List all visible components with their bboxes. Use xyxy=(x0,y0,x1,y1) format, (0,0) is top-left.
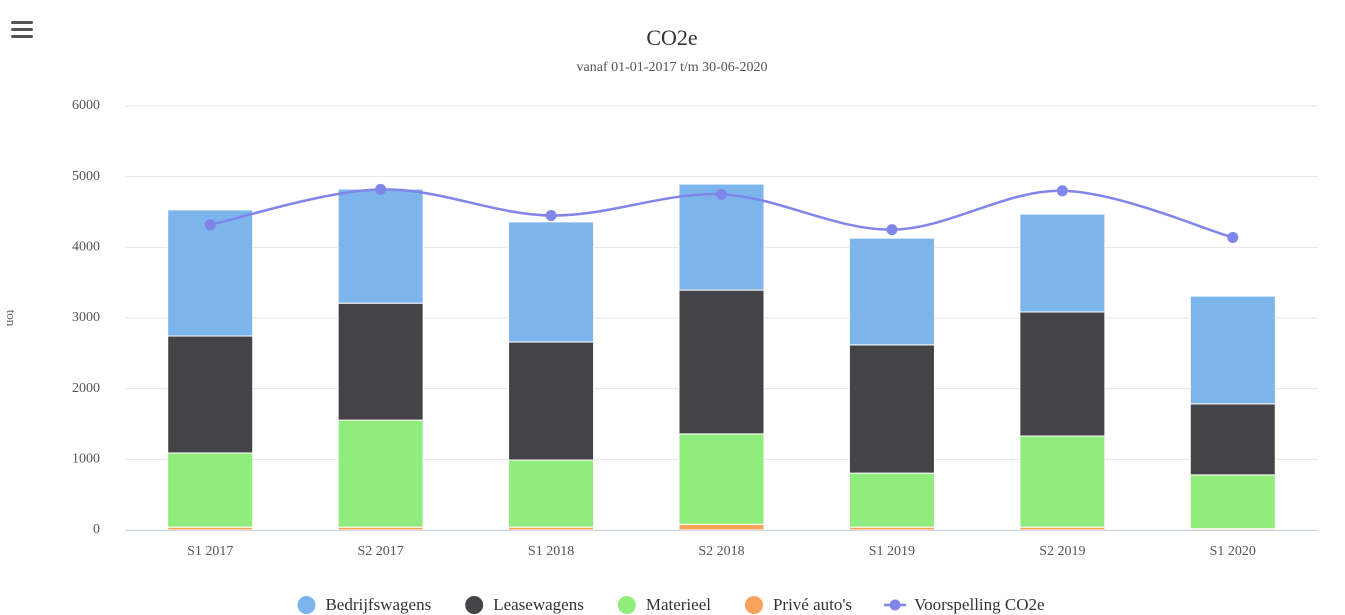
legend-symbol xyxy=(889,599,901,611)
y-tick-label: 3000 xyxy=(72,310,100,325)
bar-segment xyxy=(1189,403,1276,476)
bar-segment xyxy=(167,209,254,337)
legend-label[interactable]: Bedrijfswagens xyxy=(325,595,431,614)
x-tick-label: S2 2017 xyxy=(357,544,403,559)
y-axis-label: ton xyxy=(4,310,19,327)
y-tick-label: 0 xyxy=(93,522,100,537)
bar-segment xyxy=(678,433,765,525)
bar-segment xyxy=(1189,295,1276,405)
legend-symbol xyxy=(465,596,484,614)
bar-segment xyxy=(508,341,595,461)
chart-title: CO2e xyxy=(646,25,697,50)
legend-label[interactable]: Leasewagens xyxy=(493,595,584,614)
legend-label[interactable]: Materieel xyxy=(646,595,711,614)
chart-subtitle: vanaf 01-01-2017 t/m 30-06-2020 xyxy=(577,60,768,75)
bar-segment xyxy=(848,237,935,346)
bar-segment xyxy=(678,289,765,435)
bar-segment xyxy=(337,302,424,421)
bar-segment xyxy=(678,183,765,291)
legend-label[interactable]: Voorspelling CO2e xyxy=(914,595,1045,614)
x-tick-label: S1 2017 xyxy=(187,544,233,559)
legend-symbol xyxy=(617,596,636,614)
bar-segment xyxy=(337,188,424,304)
forecast-point xyxy=(545,210,557,222)
bar-segment xyxy=(1019,435,1106,528)
x-tick-label: S1 2019 xyxy=(869,544,915,559)
bar-segment xyxy=(337,419,424,528)
legend-label[interactable]: Privé auto's xyxy=(773,595,852,614)
forecast-point xyxy=(1227,231,1239,243)
bar-segment xyxy=(848,472,935,528)
bar-segment xyxy=(848,344,935,474)
bar-segment xyxy=(508,459,595,528)
x-tick-label: S2 2018 xyxy=(698,544,744,559)
bar-segment xyxy=(1019,213,1106,313)
forecast-point xyxy=(375,183,387,195)
x-tick-label: S1 2018 xyxy=(528,544,574,559)
legend-symbol xyxy=(744,596,763,614)
forecast-point xyxy=(1056,185,1068,197)
x-tick-label: S2 2019 xyxy=(1039,544,1085,559)
y-tick-label: 4000 xyxy=(72,240,100,255)
y-tick-label: 5000 xyxy=(72,169,100,184)
x-tick-label: S1 2020 xyxy=(1210,544,1256,559)
legend-symbol xyxy=(297,596,316,614)
y-tick-label: 2000 xyxy=(72,381,100,396)
y-tick-label: 6000 xyxy=(72,98,100,113)
bar-segment xyxy=(167,335,254,454)
bar-segment xyxy=(508,221,595,343)
y-tick-label: 1000 xyxy=(72,452,100,467)
menu-icon[interactable] xyxy=(11,21,33,38)
forecast-point xyxy=(716,188,727,200)
bar-segment xyxy=(1189,474,1276,530)
bar-segment xyxy=(678,523,765,531)
forecast-point xyxy=(204,219,216,231)
bar-segment xyxy=(167,452,254,528)
bar-segment xyxy=(1019,311,1106,437)
forecast-point xyxy=(886,224,898,236)
